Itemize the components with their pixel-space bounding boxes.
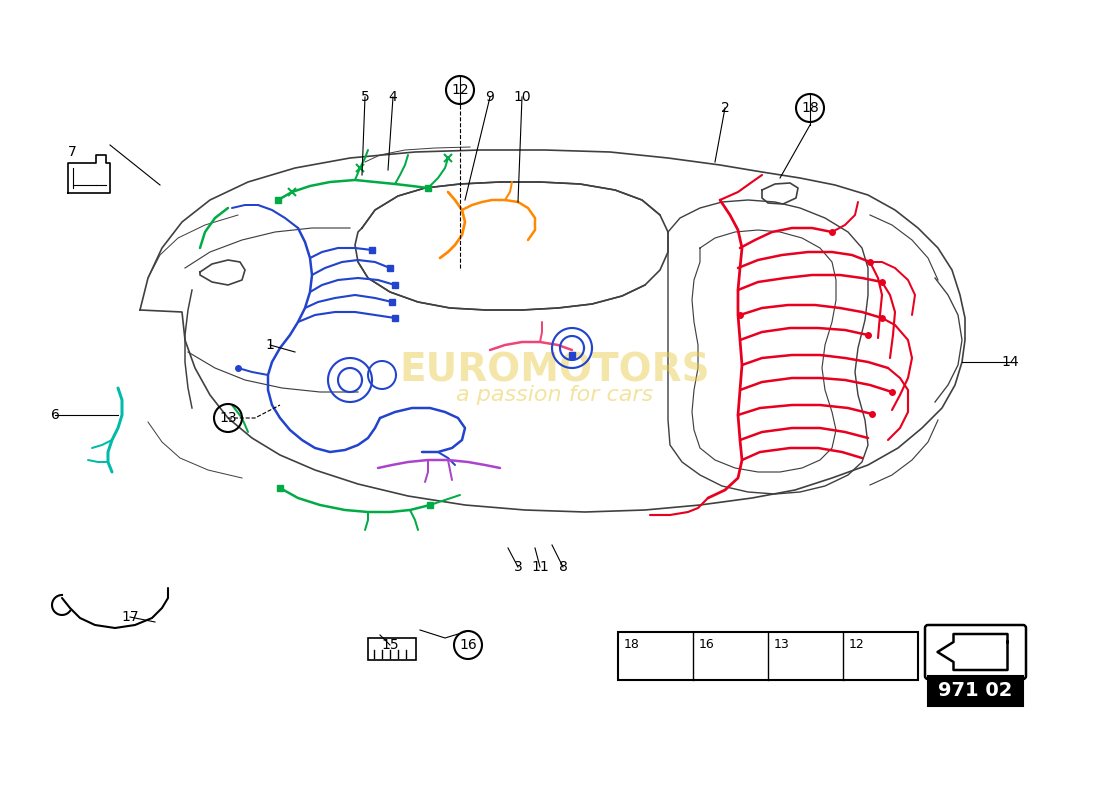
Text: 4: 4 [388, 90, 397, 104]
FancyBboxPatch shape [925, 625, 1026, 679]
FancyBboxPatch shape [618, 632, 918, 680]
Text: 15: 15 [382, 638, 399, 652]
Text: 2: 2 [720, 101, 729, 115]
Text: 14: 14 [1001, 355, 1019, 369]
Text: 9: 9 [485, 90, 494, 104]
Text: 971 02: 971 02 [938, 682, 1013, 701]
Text: a passion for cars: a passion for cars [456, 385, 653, 405]
Text: 1: 1 [265, 338, 274, 352]
Text: 17: 17 [121, 610, 139, 624]
Text: 16: 16 [700, 638, 715, 650]
Text: 8: 8 [559, 560, 568, 574]
Text: 18: 18 [801, 101, 818, 115]
Text: 13: 13 [219, 411, 236, 425]
Text: 6: 6 [51, 408, 59, 422]
FancyBboxPatch shape [928, 676, 1023, 706]
Text: 12: 12 [451, 83, 469, 97]
Text: 16: 16 [459, 638, 477, 652]
Text: 11: 11 [531, 560, 549, 574]
Text: 10: 10 [514, 90, 531, 104]
Text: 3: 3 [514, 560, 522, 574]
Polygon shape [68, 155, 110, 193]
Polygon shape [937, 634, 1008, 670]
FancyBboxPatch shape [368, 638, 416, 660]
Text: 18: 18 [624, 638, 640, 650]
Text: 7: 7 [67, 145, 76, 159]
Text: EUROMOTORS: EUROMOTORS [399, 351, 711, 389]
Text: 12: 12 [849, 638, 865, 650]
Text: 13: 13 [774, 638, 790, 650]
Text: 5: 5 [361, 90, 370, 104]
